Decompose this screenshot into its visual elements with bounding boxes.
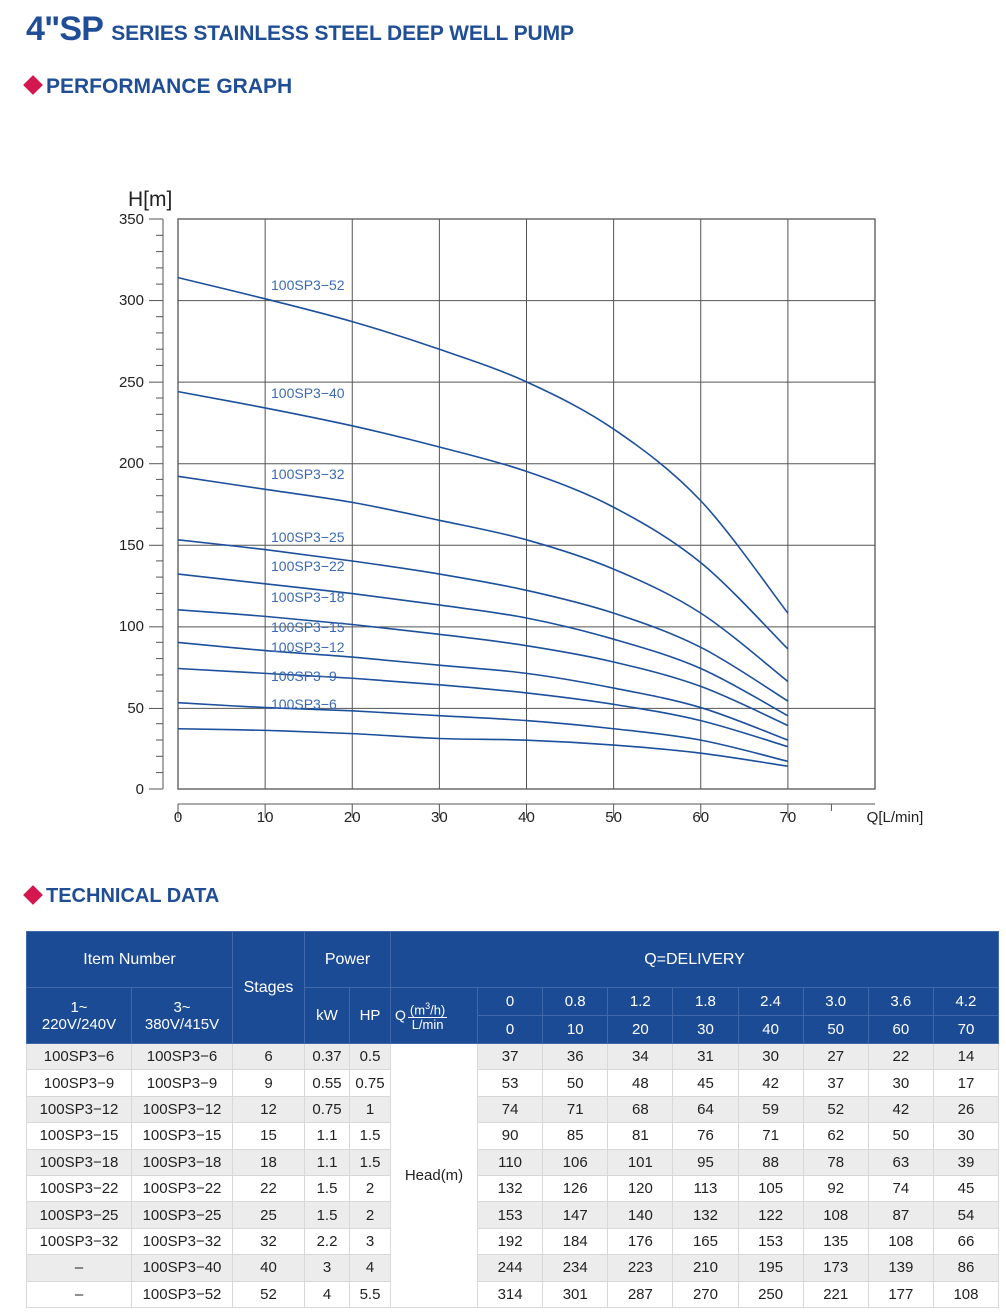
svg-text:100SP3−18: 100SP3−18 xyxy=(271,589,345,605)
svg-text:100SP3−40: 100SP3−40 xyxy=(271,385,345,401)
svg-text:0: 0 xyxy=(136,781,144,798)
svg-text:0: 0 xyxy=(174,809,182,826)
svg-text:60: 60 xyxy=(692,809,709,826)
svg-text:100SP3−25: 100SP3−25 xyxy=(271,529,345,545)
svg-text:100SP3−32: 100SP3−32 xyxy=(271,466,345,482)
svg-text:250: 250 xyxy=(119,374,144,391)
svg-text:350: 350 xyxy=(119,211,144,228)
svg-text:50: 50 xyxy=(127,700,144,717)
svg-text:100SP3−6: 100SP3−6 xyxy=(271,696,337,712)
svg-text:Q[L/min]: Q[L/min] xyxy=(867,809,924,826)
svg-text:H[m]: H[m] xyxy=(128,188,172,211)
svg-text:100: 100 xyxy=(119,618,144,635)
svg-text:300: 300 xyxy=(119,292,144,309)
svg-text:200: 200 xyxy=(119,455,144,472)
svg-text:100SP3−9: 100SP3−9 xyxy=(271,668,337,684)
svg-text:10: 10 xyxy=(257,809,274,826)
svg-text:20: 20 xyxy=(344,809,361,826)
svg-text:50: 50 xyxy=(605,809,622,826)
svg-text:100SP3−12: 100SP3−12 xyxy=(271,639,345,655)
svg-text:30: 30 xyxy=(431,809,448,826)
svg-text:100SP3−15: 100SP3−15 xyxy=(271,619,345,635)
svg-text:40: 40 xyxy=(518,809,535,826)
svg-text:100SP3−22: 100SP3−22 xyxy=(271,558,345,574)
svg-text:70: 70 xyxy=(780,809,797,826)
svg-text:100SP3−52: 100SP3−52 xyxy=(271,277,345,293)
svg-text:150: 150 xyxy=(119,537,144,554)
